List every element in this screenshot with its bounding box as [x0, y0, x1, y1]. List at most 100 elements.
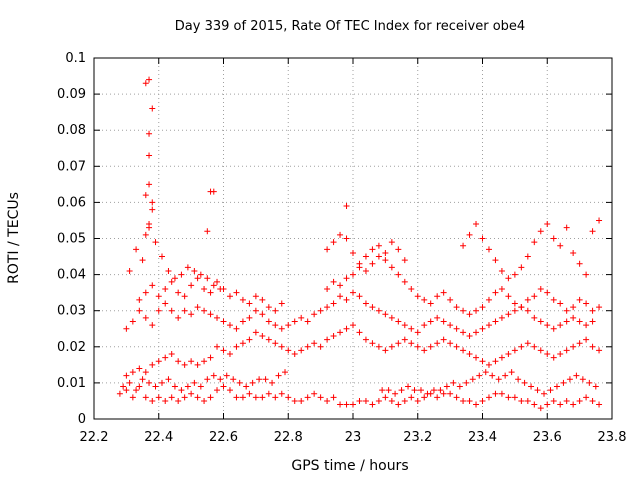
data-point	[398, 387, 405, 394]
data-point	[479, 304, 486, 311]
data-point	[188, 311, 195, 318]
data-point	[324, 246, 331, 253]
x-tick-label: 23.6	[533, 430, 562, 445]
data-point	[120, 383, 127, 390]
data-point	[252, 307, 259, 314]
data-point	[259, 332, 266, 339]
data-point	[492, 390, 499, 397]
data-point	[152, 383, 159, 390]
y-tick-label: 0.05	[57, 232, 86, 247]
data-point	[278, 343, 285, 350]
data-point	[298, 397, 305, 404]
data-point	[369, 340, 376, 347]
data-point	[482, 369, 489, 376]
data-point	[123, 325, 130, 332]
data-point	[411, 387, 418, 394]
data-point	[375, 253, 382, 260]
data-point	[304, 394, 311, 401]
data-point	[220, 318, 227, 325]
data-point	[434, 293, 441, 300]
data-point	[142, 369, 149, 376]
data-point	[440, 318, 447, 325]
data-point	[473, 354, 480, 361]
data-point	[369, 246, 376, 253]
data-point	[473, 307, 480, 314]
data-point	[369, 260, 376, 267]
data-point	[178, 271, 185, 278]
data-point	[528, 383, 535, 390]
x-tick-label: 23.4	[468, 430, 497, 445]
data-point	[343, 235, 350, 242]
data-point	[453, 304, 460, 311]
data-point	[466, 332, 473, 339]
data-point	[171, 275, 178, 282]
data-point	[460, 329, 467, 336]
data-point	[401, 278, 408, 285]
data-point	[265, 336, 272, 343]
data-point	[210, 372, 217, 379]
data-point	[259, 311, 266, 318]
data-point	[541, 390, 548, 397]
data-point	[511, 347, 518, 354]
data-point	[149, 322, 156, 329]
data-point	[408, 394, 415, 401]
data-point	[518, 397, 525, 404]
data-point	[508, 369, 515, 376]
data-point	[350, 289, 356, 296]
data-point	[557, 242, 564, 249]
data-point	[563, 224, 570, 231]
data-point	[337, 329, 344, 336]
data-point	[291, 397, 298, 404]
data-point	[596, 304, 603, 311]
data-point	[116, 390, 123, 397]
data-point	[146, 152, 153, 159]
data-point	[401, 257, 408, 264]
data-point	[573, 372, 580, 379]
data-point	[168, 307, 175, 314]
data-point	[272, 394, 279, 401]
data-point	[479, 358, 486, 365]
data-point	[583, 322, 590, 329]
data-point	[505, 293, 512, 300]
data-point	[524, 253, 531, 260]
data-point	[226, 351, 233, 358]
data-point	[275, 372, 282, 379]
data-point	[453, 325, 460, 332]
data-point	[557, 401, 564, 408]
data-point	[450, 379, 457, 386]
data-point	[252, 329, 259, 336]
data-point	[226, 387, 233, 394]
data-point	[149, 397, 156, 404]
data-point	[570, 249, 577, 256]
data-point	[440, 390, 447, 397]
data-point	[550, 397, 557, 404]
data-point	[570, 343, 577, 350]
data-point	[385, 387, 392, 394]
data-point	[201, 286, 208, 293]
y-tick-label: 0.04	[57, 268, 86, 283]
data-points	[116, 76, 603, 412]
data-point	[560, 379, 567, 386]
data-point	[272, 340, 279, 347]
data-point	[434, 340, 441, 347]
x-axis-label: GPS time / hours	[291, 458, 408, 474]
data-point	[343, 275, 350, 282]
data-point	[388, 239, 395, 246]
data-point	[152, 239, 159, 246]
data-point	[142, 314, 149, 321]
data-point	[576, 296, 583, 303]
data-point	[207, 311, 214, 318]
data-point	[511, 394, 518, 401]
data-point	[214, 343, 221, 350]
data-point	[524, 340, 531, 347]
data-point	[188, 358, 195, 365]
data-point	[155, 358, 162, 365]
data-point	[162, 354, 169, 361]
data-point	[369, 304, 376, 311]
data-point	[563, 307, 570, 314]
data-point	[184, 264, 191, 271]
data-point	[447, 322, 454, 329]
data-point	[476, 372, 483, 379]
y-tick-label: 0.09	[57, 87, 86, 102]
data-point	[576, 260, 583, 267]
